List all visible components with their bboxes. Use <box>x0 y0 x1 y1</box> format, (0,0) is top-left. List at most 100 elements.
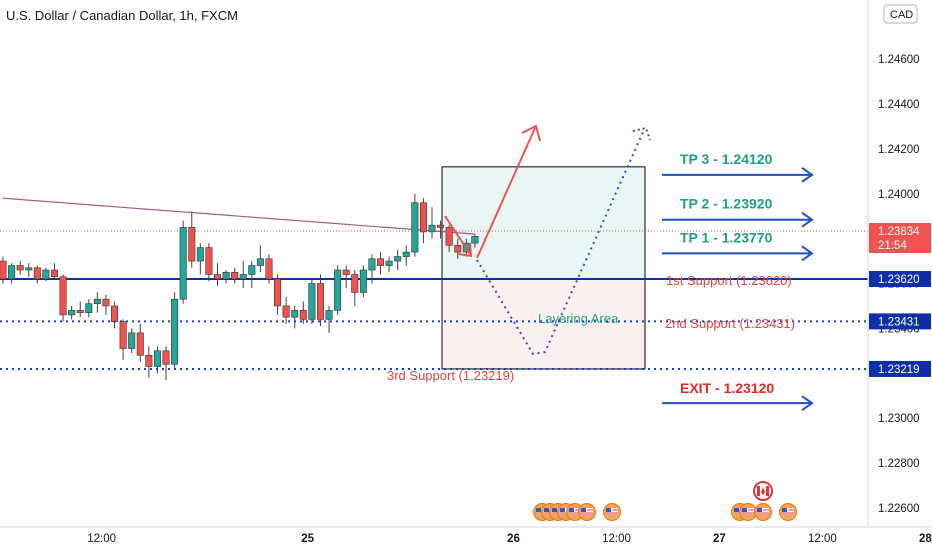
candle-body <box>93 298 101 304</box>
drop-arrow-head <box>457 242 473 258</box>
candle-body <box>394 256 402 262</box>
us-event-icon <box>779 503 797 521</box>
flag-band <box>766 486 769 496</box>
support-price-tag-bg <box>869 313 931 330</box>
candle-body <box>445 227 453 246</box>
candle-body <box>282 305 290 318</box>
candle <box>119 319 127 360</box>
us-event-icon <box>603 503 621 521</box>
candle <box>256 245 264 273</box>
y-tick-label: 1.24200 <box>878 144 920 156</box>
candle <box>377 252 385 275</box>
candle-body <box>377 258 385 266</box>
candle <box>179 220 187 304</box>
candle-body <box>85 303 93 313</box>
candle <box>454 238 462 259</box>
countdown-tag: 21:54 <box>878 240 907 252</box>
candle-body <box>214 274 222 280</box>
candle-body <box>325 310 333 320</box>
rise-arrow-head <box>521 124 541 142</box>
target-zone-box <box>441 166 646 280</box>
tp-label: TP 3 - 1.24120 <box>680 151 773 167</box>
candle-body <box>188 227 196 262</box>
flag-band <box>757 486 760 496</box>
flag-field <box>569 508 581 516</box>
candle-body <box>128 332 136 349</box>
candle-body <box>33 267 41 280</box>
candle-body <box>231 271 239 280</box>
support-lines <box>0 230 868 370</box>
flag-canton <box>734 508 739 512</box>
candle <box>153 346 161 374</box>
candle <box>239 261 247 288</box>
candles <box>0 193 479 380</box>
candle-body <box>8 265 16 280</box>
candle-body <box>153 350 161 367</box>
candle <box>248 261 256 288</box>
last-price-tag: 1.23834 <box>878 226 920 238</box>
candle <box>68 305 76 320</box>
candle-body <box>42 269 50 280</box>
y-tick-label: 1.24400 <box>878 99 920 111</box>
candle <box>33 265 41 284</box>
candle <box>419 198 427 244</box>
candle-body <box>299 310 307 320</box>
support-zone-box <box>441 278 646 370</box>
x-tick-label: 25 <box>301 533 314 545</box>
candle <box>411 193 419 257</box>
flag-canton <box>560 508 565 512</box>
candle <box>136 323 144 362</box>
candle-body <box>454 245 462 253</box>
candle-body <box>59 276 67 316</box>
candle <box>111 301 119 329</box>
candle <box>25 263 33 277</box>
us-event-icon <box>754 503 772 521</box>
flag-canton <box>606 508 611 512</box>
candle <box>205 243 213 282</box>
exit-arrow-head <box>801 395 814 411</box>
candle <box>402 245 410 266</box>
candle <box>265 254 273 284</box>
candle-body <box>68 310 76 316</box>
candle <box>188 211 196 268</box>
candle-body <box>25 267 33 271</box>
candle-body <box>368 258 376 271</box>
flag-field <box>742 508 754 516</box>
candle <box>334 265 342 315</box>
candle-body <box>111 305 119 322</box>
candle-body <box>402 251 410 257</box>
candle-body <box>136 332 144 356</box>
tp-label: TP 1 - 1.23770 <box>680 229 773 245</box>
candle-body <box>359 269 367 293</box>
candle-body <box>385 260 393 266</box>
candle <box>282 296 290 324</box>
x-tick-label: 12:00 <box>808 533 837 545</box>
canada-event-icon <box>753 481 773 501</box>
x-tick-label: 27 <box>713 533 726 545</box>
candle <box>8 263 16 284</box>
flag-canton <box>782 508 787 512</box>
candle <box>394 249 402 271</box>
rise-arrow-line <box>476 127 536 259</box>
annotation-labels: TP 3 - 1.24120 TP 2 - 1.23920 TP 1 - 1.237… <box>387 151 814 411</box>
y-tick-label: 1.23000 <box>878 413 920 425</box>
candle <box>299 301 307 324</box>
candle-body <box>342 269 350 275</box>
flag-canton <box>552 508 557 512</box>
tp-arrow-head <box>801 211 814 228</box>
candle <box>231 267 239 284</box>
candle-body <box>222 271 230 280</box>
support-label-3: 3rd Support (1.23219) <box>387 368 514 383</box>
candle <box>274 274 282 315</box>
tp-arrow-head <box>801 167 814 183</box>
flag-canton <box>536 508 541 512</box>
candle <box>0 256 7 284</box>
candle-body <box>316 283 324 320</box>
candle-body <box>308 283 316 320</box>
candle <box>359 265 367 297</box>
flag-field <box>782 508 794 516</box>
candle <box>59 274 67 322</box>
candle <box>351 270 359 306</box>
